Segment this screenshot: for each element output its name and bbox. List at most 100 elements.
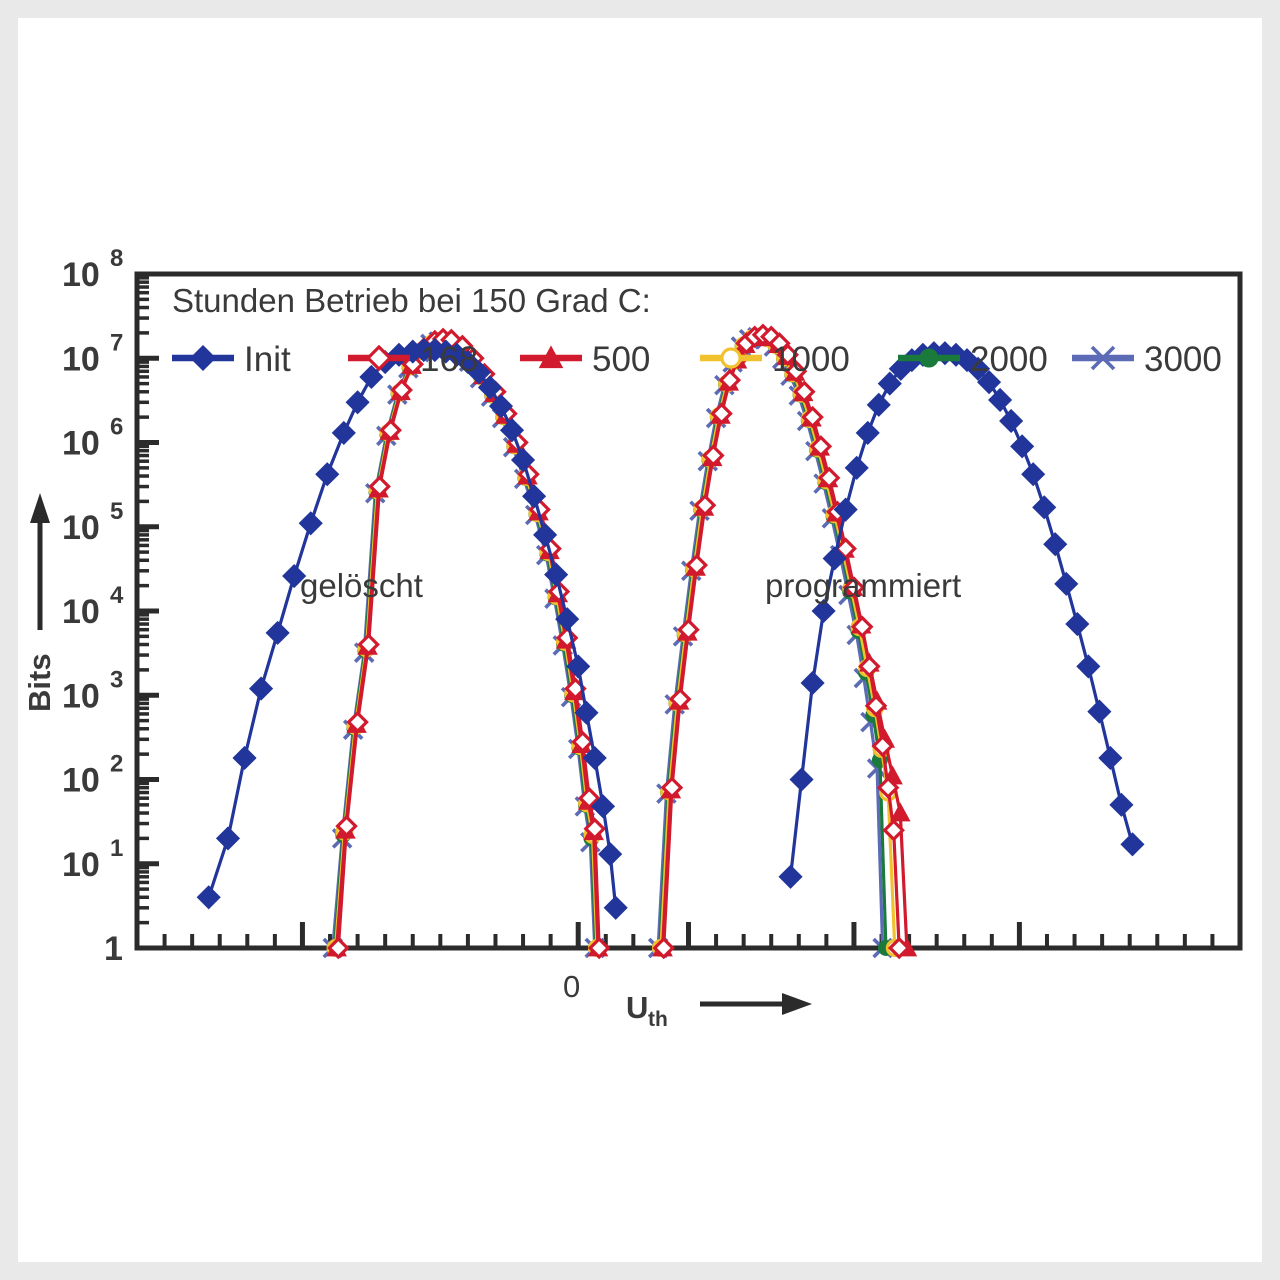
marker-diamond-open [871,734,894,758]
marker-diamond-open [882,818,905,842]
marker-diamond-filled [999,408,1024,434]
marker-diamond-open [887,936,911,960]
y-tick-label: 10 6 [62,414,123,463]
marker-diamond-filled [811,598,836,624]
marker-diamond-open [801,405,824,429]
y-tick-label: 10 3 [62,666,123,715]
marker-diamond-filled [1087,699,1112,724]
legend-item-168[interactable]: 168 [348,340,478,379]
legend-item-2000[interactable]: 2000 [898,340,1048,379]
marker-diamond-filled [778,864,803,889]
marker-diamond-filled [466,360,491,385]
legend-item-label: 1000 [772,340,850,379]
marker-diamond-open [583,817,607,841]
marker-diamond-filled [282,563,307,589]
marker-diamond-filled [988,387,1013,413]
y-tick-exponent: 4 [110,582,124,609]
legend: Stunden Betrieb bei 150 Grad C: Init 168 5… [172,282,1222,379]
y-tick-mantissa: 10 [62,593,100,631]
x-axis-arrow-head [782,993,812,1015]
marker-diamond-open [668,687,692,711]
y-tick-mantissa: 10 [62,425,100,463]
y-tick-exponent: 5 [110,498,123,525]
y-axis-title-group: Bits [22,493,57,712]
y-tick-label: 10 8 [62,245,123,294]
marker-diamond-filled [844,455,869,480]
marker-diamond-filled [1021,462,1046,487]
legend-item-label: 2000 [970,340,1048,379]
marker-diamond-open [685,553,709,577]
marker-circle-open [720,347,742,369]
y-tick-mantissa: 1 [104,930,123,968]
series-500 [326,325,918,957]
marker-diamond-open [365,344,393,372]
y-tick-exponent: 3 [110,666,123,693]
legend-item-label: 3000 [1144,340,1222,379]
legend-item-500[interactable]: 500 [520,340,650,379]
marker-diamond-filled [298,511,323,536]
annotation-geloescht: gelöscht [300,567,423,604]
x-axis-title-main: U [626,990,648,1025]
marker-diamond-filled [977,370,1002,395]
marker-diamond-open [718,368,742,392]
marker-diamond-filled [566,654,591,679]
marker-triangle-filled [538,345,564,369]
data-series-group [196,323,1145,960]
marker-diamond-open [577,786,601,810]
x-axis-ticks [162,922,1215,948]
marker-diamond-open [335,814,358,838]
marker-diamond-open [850,615,874,639]
y-tick-mantissa: 10 [62,846,100,884]
marker-diamond-filled [510,447,536,473]
marker-diamond-filled [189,344,217,372]
marker-diamond-filled [800,670,825,695]
marker-diamond-filled [1109,792,1134,817]
marker-diamond-filled [196,885,221,910]
marker-diamond-open [390,378,413,402]
marker-triangle-filled [890,802,911,822]
legend-item-init[interactable]: Init [172,340,291,379]
marker-diamond-filled [582,745,607,771]
marker-diamond-filled [1065,611,1090,637]
marker-diamond-open [677,618,700,641]
series-168 [327,323,911,960]
y-tick-label: 10 2 [62,751,123,800]
marker-diamond-open [809,435,833,458]
legend-item-3000[interactable]: 3000 [1072,340,1222,379]
y-tick-label: 10 5 [62,498,123,547]
y-tick-label: 1 [104,930,123,968]
marker-diamond-open [571,730,594,754]
marker-diamond-filled [574,700,599,725]
marker-diamond-filled [331,420,356,445]
marker-diamond-open [346,710,369,734]
marker-diamond-filled [965,356,991,381]
marker-diamond-filled [477,375,503,400]
y-tick-exponent: 2 [110,751,123,778]
marker-diamond-filled [499,418,525,443]
marker-diamond-filled [789,767,814,792]
y-axis-title: Bits [22,653,57,712]
marker-diamond-open [876,776,900,799]
marker-diamond-filled [215,826,241,851]
marker-diamond-open [587,936,611,960]
x-axis-zero-label: 0 [563,969,580,1004]
marker-diamond-open [379,418,402,442]
series-line [788,351,1135,877]
marker-diamond-filled [822,546,847,571]
marker-diamond-open [368,475,391,498]
legend-item-1000[interactable]: 1000 [700,340,850,379]
marker-diamond-filled [590,794,616,819]
marker-diamond-filled [232,745,257,771]
marker-diamond-filled [855,420,880,445]
legend-title: Stunden Betrieb bei 150 Grad C: [172,282,651,319]
y-tick-mantissa: 10 [62,256,100,294]
marker-diamond-open [660,776,684,799]
y-tick-mantissa: 10 [62,509,100,547]
marker-diamond-open [357,633,380,656]
marker-diamond-filled [877,371,902,396]
x-axis-title-sub: th [648,1008,668,1031]
marker-diamond-open [710,402,733,425]
marker-diamond-open [702,444,725,467]
marker-diamond-filled [544,562,569,587]
